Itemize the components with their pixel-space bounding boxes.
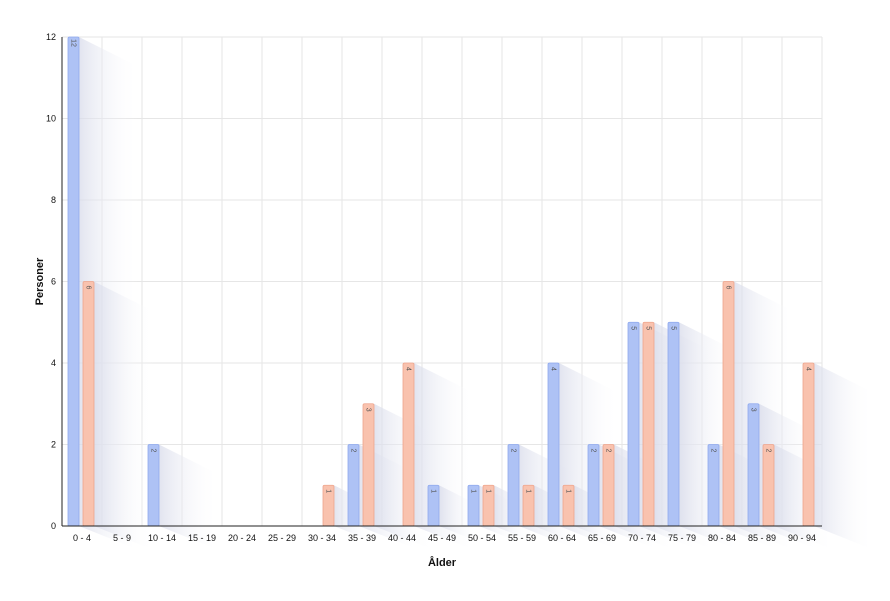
bar[interactable] bbox=[147, 444, 160, 527]
bar[interactable] bbox=[602, 444, 615, 527]
x-tick-label: 55 - 59 bbox=[508, 533, 536, 543]
data-label: 2 bbox=[150, 449, 157, 453]
data-label: 1 bbox=[430, 489, 437, 493]
data-label: 5 bbox=[670, 326, 677, 330]
data-label: 6 bbox=[85, 286, 92, 290]
data-label: 2 bbox=[710, 449, 717, 453]
x-axis-title: Ålder bbox=[428, 556, 457, 569]
bar[interactable] bbox=[722, 281, 735, 527]
bar[interactable] bbox=[762, 444, 775, 527]
x-tick-label: 15 - 19 bbox=[188, 533, 216, 543]
x-tick-label: 60 - 64 bbox=[548, 533, 576, 543]
x-tick-label: 70 - 74 bbox=[628, 533, 656, 543]
y-tick-label: 12 bbox=[46, 32, 56, 42]
bar[interactable] bbox=[642, 321, 655, 527]
x-tick-label: 90 - 94 bbox=[788, 533, 816, 543]
data-label: 4 bbox=[405, 367, 412, 371]
x-tick-label: 50 - 54 bbox=[468, 533, 496, 543]
bar[interactable] bbox=[667, 321, 680, 527]
y-tick-label: 6 bbox=[51, 277, 56, 287]
data-label: 4 bbox=[550, 367, 557, 371]
x-tick-label: 35 - 39 bbox=[348, 533, 376, 543]
bar-shadow bbox=[94, 281, 154, 550]
x-tick-label: 10 - 14 bbox=[148, 533, 176, 543]
bar[interactable] bbox=[547, 362, 560, 527]
data-label: 2 bbox=[765, 449, 772, 453]
y-tick-label: 0 bbox=[51, 521, 56, 531]
bar[interactable] bbox=[82, 281, 95, 527]
x-tick-label: 25 - 29 bbox=[268, 533, 296, 543]
x-tick-label: 75 - 79 bbox=[668, 533, 696, 543]
x-tick-label: 45 - 49 bbox=[428, 533, 456, 543]
bar[interactable] bbox=[587, 444, 600, 527]
bar-shadow bbox=[439, 485, 478, 542]
data-label: 2 bbox=[605, 449, 612, 453]
data-label: 2 bbox=[350, 449, 357, 453]
bar[interactable] bbox=[347, 444, 360, 527]
y-tick-label: 10 bbox=[46, 114, 56, 124]
data-label: 1 bbox=[325, 489, 332, 493]
bar[interactable] bbox=[402, 362, 415, 527]
y-axis-title: Personer bbox=[34, 257, 46, 305]
bar-shadow bbox=[814, 363, 874, 550]
x-tick-label: 5 - 9 bbox=[113, 533, 131, 543]
x-tick-label: 40 - 44 bbox=[388, 533, 416, 543]
data-label: 4 bbox=[805, 367, 812, 371]
bar[interactable] bbox=[507, 444, 520, 527]
data-label: 2 bbox=[510, 449, 517, 453]
data-label: 1 bbox=[525, 489, 532, 493]
bar[interactable] bbox=[747, 403, 760, 527]
data-label: 12 bbox=[70, 39, 77, 47]
data-label: 5 bbox=[630, 326, 637, 330]
y-tick-label: 4 bbox=[51, 358, 56, 368]
x-tick-label: 85 - 89 bbox=[748, 533, 776, 543]
x-tick-label: 80 - 84 bbox=[708, 533, 736, 543]
bar[interactable] bbox=[707, 444, 720, 527]
data-label: 1 bbox=[470, 489, 477, 493]
bar-shadow bbox=[159, 444, 219, 550]
data-label: 1 bbox=[565, 489, 572, 493]
data-label: 1 bbox=[485, 489, 492, 493]
y-tick-label: 2 bbox=[51, 440, 56, 450]
data-label: 5 bbox=[645, 326, 652, 330]
bar[interactable] bbox=[802, 362, 815, 527]
data-label: 2 bbox=[590, 449, 597, 453]
x-tick-label: 30 - 34 bbox=[308, 533, 336, 543]
bar[interactable] bbox=[627, 321, 640, 527]
x-tick-label: 65 - 69 bbox=[588, 533, 616, 543]
bars bbox=[67, 36, 815, 527]
bar[interactable] bbox=[362, 403, 375, 527]
x-tick-label: 20 - 24 bbox=[228, 533, 256, 543]
data-label: 6 bbox=[725, 286, 732, 290]
bar[interactable] bbox=[67, 36, 80, 527]
y-tick-label: 8 bbox=[51, 195, 56, 205]
data-label: 3 bbox=[365, 408, 372, 412]
data-label: 3 bbox=[750, 408, 757, 412]
x-tick-label: 0 - 4 bbox=[73, 533, 91, 543]
